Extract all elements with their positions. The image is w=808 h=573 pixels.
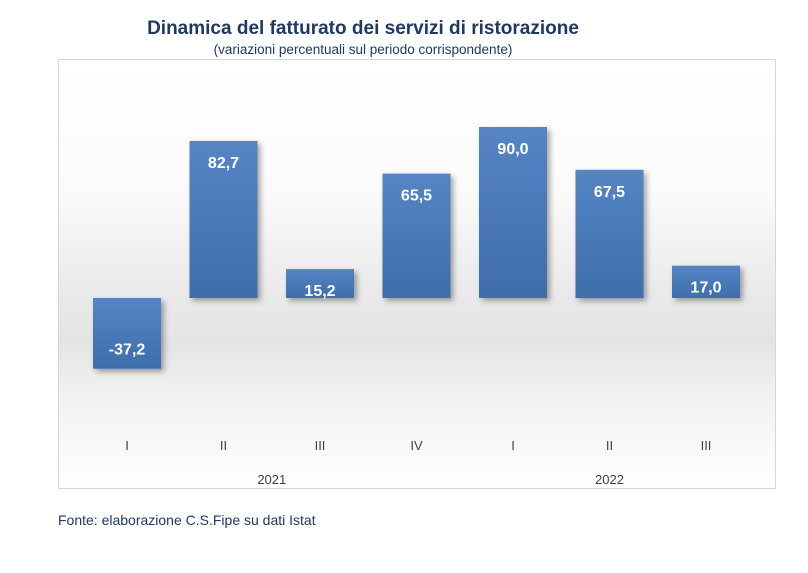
- plot-area: -37,2 82,7 15,2 65,5 90,0 67,5 17,0 I II III IV I I…: [58, 59, 776, 489]
- data-label-2: 82,7: [208, 155, 239, 172]
- bar-5: [479, 127, 547, 298]
- x-tick-label-4: IV: [410, 438, 423, 453]
- x-tick-label-5: I: [511, 438, 515, 453]
- data-label-1: -37,2: [109, 342, 146, 359]
- chart-subtitle: (variazioni percentuali sul periodo corr…: [213, 42, 513, 57]
- bar-6: [575, 169, 644, 299]
- bar-4: [382, 173, 451, 298]
- data-label-7: 17,0: [690, 280, 721, 297]
- x-tick-label-1: I: [125, 438, 129, 453]
- bar-7: [672, 265, 740, 298]
- x-tick-label-3: III: [315, 438, 326, 453]
- year-label-2021: 2021: [257, 472, 286, 487]
- data-label-6: 67,5: [594, 184, 625, 201]
- bar-2: [189, 140, 258, 298]
- year-label-2022: 2022: [595, 472, 624, 487]
- chart-title: Dinamica del fatturato dei servizi di ri…: [147, 18, 579, 39]
- bar-chart: -37,282,715,265,590,067,517,0 I II III IV I I…: [93, 127, 740, 487]
- data-label-4: 65,5: [401, 188, 432, 205]
- bar-1: [93, 298, 161, 369]
- x-tick-label-7: III: [701, 438, 712, 453]
- bar-3: [286, 269, 354, 298]
- x-tick-label-2: II: [220, 438, 227, 453]
- data-label-5: 90,0: [497, 141, 528, 158]
- x-tick-label-6: II: [606, 438, 613, 453]
- data-label-3: 15,2: [304, 283, 335, 300]
- source-note: Fonte: elaborazione C.S.Fipe su dati Ist…: [58, 512, 316, 528]
